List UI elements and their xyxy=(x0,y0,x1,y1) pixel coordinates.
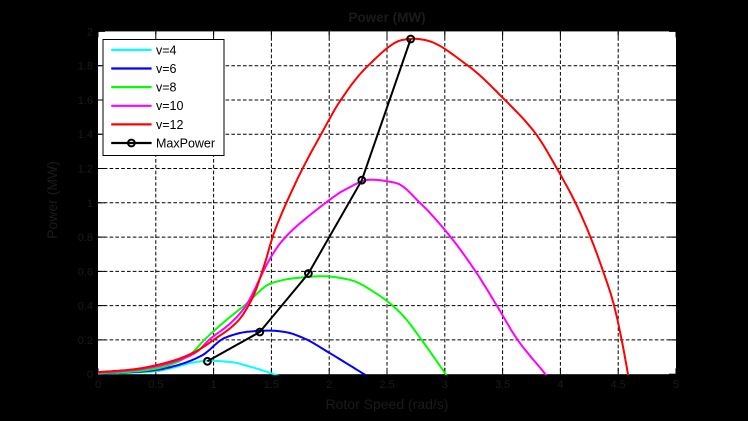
svg-text:2: 2 xyxy=(87,26,93,38)
svg-text:0.8: 0.8 xyxy=(78,232,93,244)
svg-text:0.2: 0.2 xyxy=(78,335,93,347)
svg-text:5: 5 xyxy=(673,379,679,391)
svg-text:0.6: 0.6 xyxy=(78,266,93,278)
svg-text:v=10: v=10 xyxy=(156,99,184,113)
svg-text:4: 4 xyxy=(557,379,563,391)
svg-text:1.4: 1.4 xyxy=(78,129,93,141)
svg-text:MaxPower: MaxPower xyxy=(156,136,215,150)
svg-text:Rotor Speed (rad/s): Rotor Speed (rad/s) xyxy=(326,396,449,412)
svg-text:Power (MW): Power (MW) xyxy=(348,10,425,25)
svg-text:1.6: 1.6 xyxy=(78,95,93,107)
svg-text:0: 0 xyxy=(95,379,101,391)
svg-text:v=8: v=8 xyxy=(156,81,177,95)
svg-text:v=4: v=4 xyxy=(156,43,177,57)
svg-text:0.5: 0.5 xyxy=(148,379,163,391)
svg-text:4.5: 4.5 xyxy=(611,379,626,391)
svg-text:2: 2 xyxy=(326,379,332,391)
svg-text:2.5: 2.5 xyxy=(379,379,394,391)
svg-text:0: 0 xyxy=(87,369,93,381)
svg-text:3.5: 3.5 xyxy=(495,379,510,391)
svg-text:1.5: 1.5 xyxy=(264,379,279,391)
svg-text:1.2: 1.2 xyxy=(78,164,93,176)
svg-text:1.8: 1.8 xyxy=(78,61,93,73)
svg-text:v=12: v=12 xyxy=(156,118,184,132)
svg-text:3: 3 xyxy=(442,379,448,391)
svg-text:v=6: v=6 xyxy=(156,62,177,76)
svg-text:Power (MW): Power (MW) xyxy=(44,161,60,239)
svg-text:1: 1 xyxy=(87,198,93,210)
svg-text:0.4: 0.4 xyxy=(78,301,93,313)
svg-text:1: 1 xyxy=(211,379,217,391)
